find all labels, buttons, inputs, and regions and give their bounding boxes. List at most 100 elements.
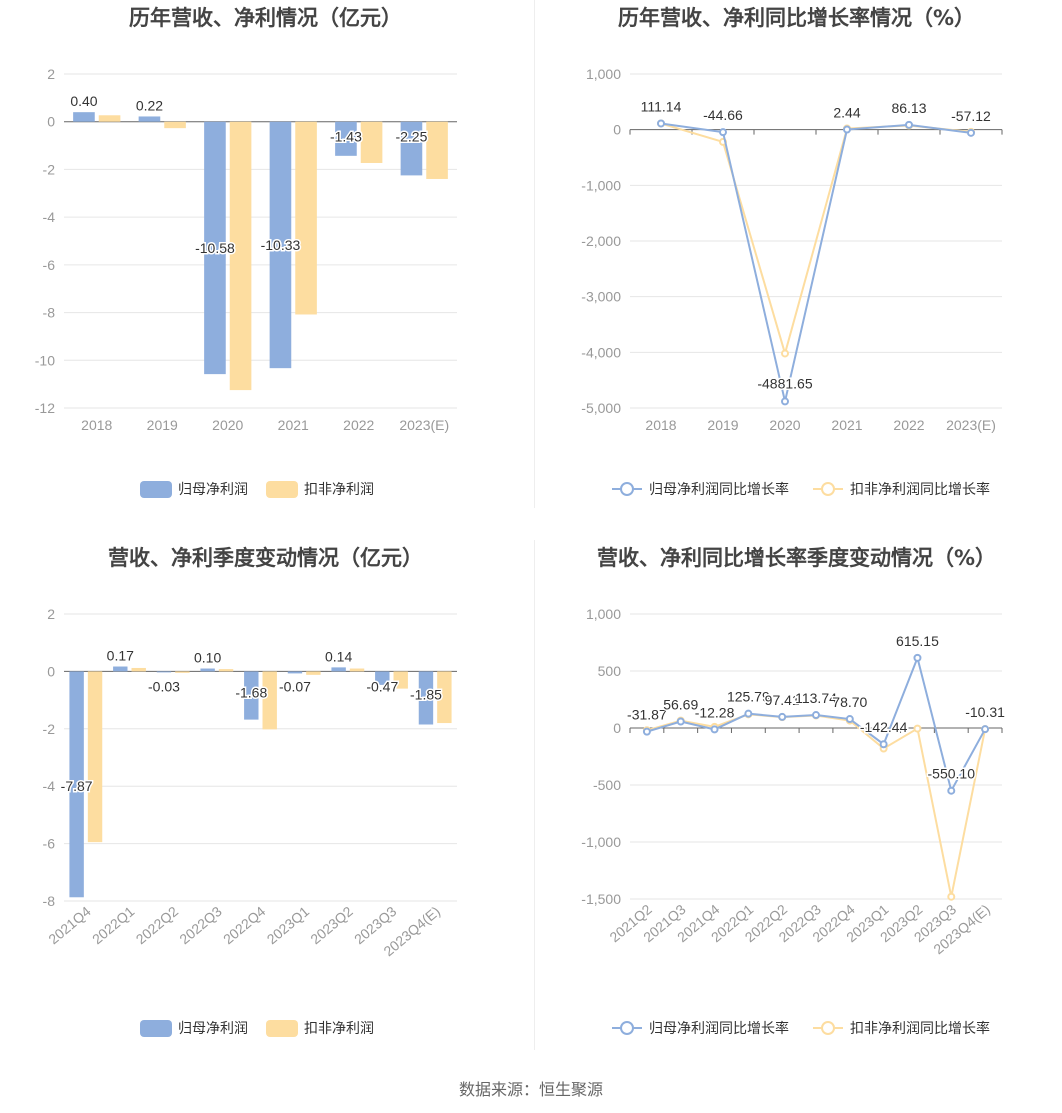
- point-net-profit-growth: [719, 128, 727, 137]
- y-tick-label: -8: [43, 893, 56, 909]
- data-label: 0.10: [194, 650, 221, 666]
- y-tick-label: -4: [43, 209, 56, 225]
- data-label: -0.07: [279, 678, 311, 694]
- x-tick-label: 2020: [212, 417, 243, 433]
- bar-deducted-profit: [87, 671, 103, 843]
- x-tick-label: 2022: [893, 417, 924, 433]
- y-tick-label: -12: [35, 400, 55, 416]
- data-label: 86.13: [891, 100, 926, 116]
- quarterly-profit-plot: 2 0 -2 -4 -6 -82021Q42022Q12022Q22022Q32022Q4…: [43, 606, 457, 1037]
- y-tick-label: 0: [47, 663, 55, 679]
- x-tick-label: 2023(E): [946, 417, 996, 433]
- data-label: 113.74: [795, 690, 837, 706]
- legend-label: 归母净利润同比增长率: [649, 481, 789, 498]
- legend-label: 扣非净利润: [304, 1021, 374, 1037]
- x-tick-label: 2019: [147, 417, 178, 433]
- series-line-deducted-growth: [646, 713, 987, 897]
- legend-swatch: [140, 1020, 172, 1037]
- legend-label: 扣非净利润同比增长率: [850, 1020, 990, 1037]
- y-tick-label: -4: [43, 778, 56, 794]
- y-tick-label: -4,000: [581, 344, 621, 360]
- data-label: -2.25: [395, 129, 427, 145]
- data-label: -31.87: [627, 707, 667, 723]
- data-label: -1.68: [235, 684, 267, 700]
- data-label: 78.70: [832, 694, 867, 710]
- legend-label: 扣非净利润同比增长率: [850, 481, 990, 498]
- data-label: -44.66: [703, 107, 743, 123]
- bar-net-profit: [244, 671, 259, 720]
- legend-marker: [620, 482, 634, 496]
- point-net-profit-growth: [913, 653, 922, 662]
- series-line-deducted-growth: [660, 122, 972, 358]
- bar-net-profit: [375, 671, 390, 685]
- point-net-profit-growth: [812, 711, 820, 720]
- y-tick-label: 0: [613, 122, 621, 138]
- y-tick-label: 0: [47, 114, 55, 130]
- quarterly-growth-chart: 营收、净利同比增长率季度变动情况（%） 1,000 500 0 -500 -1,000 -…: [531, 540, 1062, 1080]
- bar-deducted-profit: [218, 669, 234, 672]
- point-net-profit-growth: [744, 709, 753, 718]
- point-deducted-growth: [781, 349, 789, 358]
- data-label: -1.85: [410, 686, 442, 702]
- x-tick-label: 2022Q4: [220, 903, 269, 947]
- point-net-profit-growth: [657, 119, 665, 128]
- y-tick-label: -2,000: [581, 233, 621, 249]
- point-net-profit-growth: [879, 740, 888, 749]
- data-label: -550.10: [928, 766, 976, 782]
- bar-net-profit: [335, 121, 357, 156]
- point-net-profit-growth: [781, 397, 789, 406]
- y-tick-label: -8: [43, 305, 56, 321]
- legend-marker: [821, 482, 835, 496]
- bar-net-profit: [156, 671, 172, 673]
- y-tick-label: 1,000: [586, 606, 621, 622]
- bar-deducted-profit: [229, 121, 252, 391]
- y-tick-label: -2: [43, 161, 56, 177]
- y-tick-label: -1,500: [581, 891, 621, 907]
- bar-deducted-profit: [426, 121, 448, 179]
- y-tick-label: -6: [43, 257, 56, 273]
- bar-deducted-profit: [164, 121, 186, 129]
- bar-net-profit: [287, 671, 303, 674]
- data-label: -142.44: [860, 719, 908, 735]
- point-net-profit-growth: [710, 725, 719, 734]
- bar-deducted-profit: [437, 671, 452, 724]
- y-tick-label: -2: [43, 721, 56, 737]
- annual-profit-plot: 2 0 -2 -4 -6 -8 -10 -12 2018 2019 2020 2021 2022 2023…: [35, 66, 457, 498]
- data-label: 125.79: [727, 689, 770, 705]
- data-label: -7.87: [61, 778, 93, 794]
- legend-label: 归母净利润: [178, 1020, 248, 1037]
- data-label: -1.43: [330, 129, 362, 145]
- x-tick-label: 2018: [81, 417, 112, 433]
- x-tick-label: 2021: [831, 417, 862, 433]
- x-tick-label: 2022Q1: [89, 903, 138, 947]
- x-tick-label: 2023Q2: [307, 903, 356, 947]
- data-label: 2.44: [833, 105, 860, 121]
- bar-net-profit: [269, 121, 292, 369]
- x-tick-label: 2020: [769, 417, 800, 433]
- data-label: 56.69: [663, 697, 698, 713]
- bar-net-profit: [418, 671, 434, 725]
- point-net-profit-growth: [845, 715, 854, 724]
- bar-net-profit: [113, 666, 128, 672]
- point-net-profit-growth: [947, 786, 956, 795]
- x-tick-label: 2021: [278, 417, 309, 433]
- x-tick-label: 2022Q3: [176, 903, 225, 947]
- y-tick-label: -6: [43, 836, 56, 852]
- data-label: 0.22: [136, 97, 163, 113]
- bar-net-profit: [204, 121, 226, 375]
- y-tick-label: -5,000: [581, 400, 621, 416]
- chart-title: 营收、净利季度变动情况（亿元）: [108, 546, 423, 570]
- x-tick-label: 2023(E): [399, 417, 449, 433]
- legend-label: 归母净利润同比增长率: [649, 1020, 789, 1037]
- divider: [534, 540, 535, 1050]
- bar-deducted-profit: [98, 115, 121, 122]
- legend-label: 扣非净利润: [304, 482, 374, 498]
- bar-net-profit: [73, 112, 95, 122]
- bar-deducted-profit: [360, 121, 383, 163]
- bar-net-profit: [69, 671, 84, 898]
- bar-deducted-profit: [175, 671, 190, 673]
- legend-swatch: [140, 481, 172, 498]
- point-net-profit-growth: [778, 712, 787, 721]
- point-net-profit-growth: [642, 727, 651, 736]
- bar-deducted-profit: [393, 671, 408, 689]
